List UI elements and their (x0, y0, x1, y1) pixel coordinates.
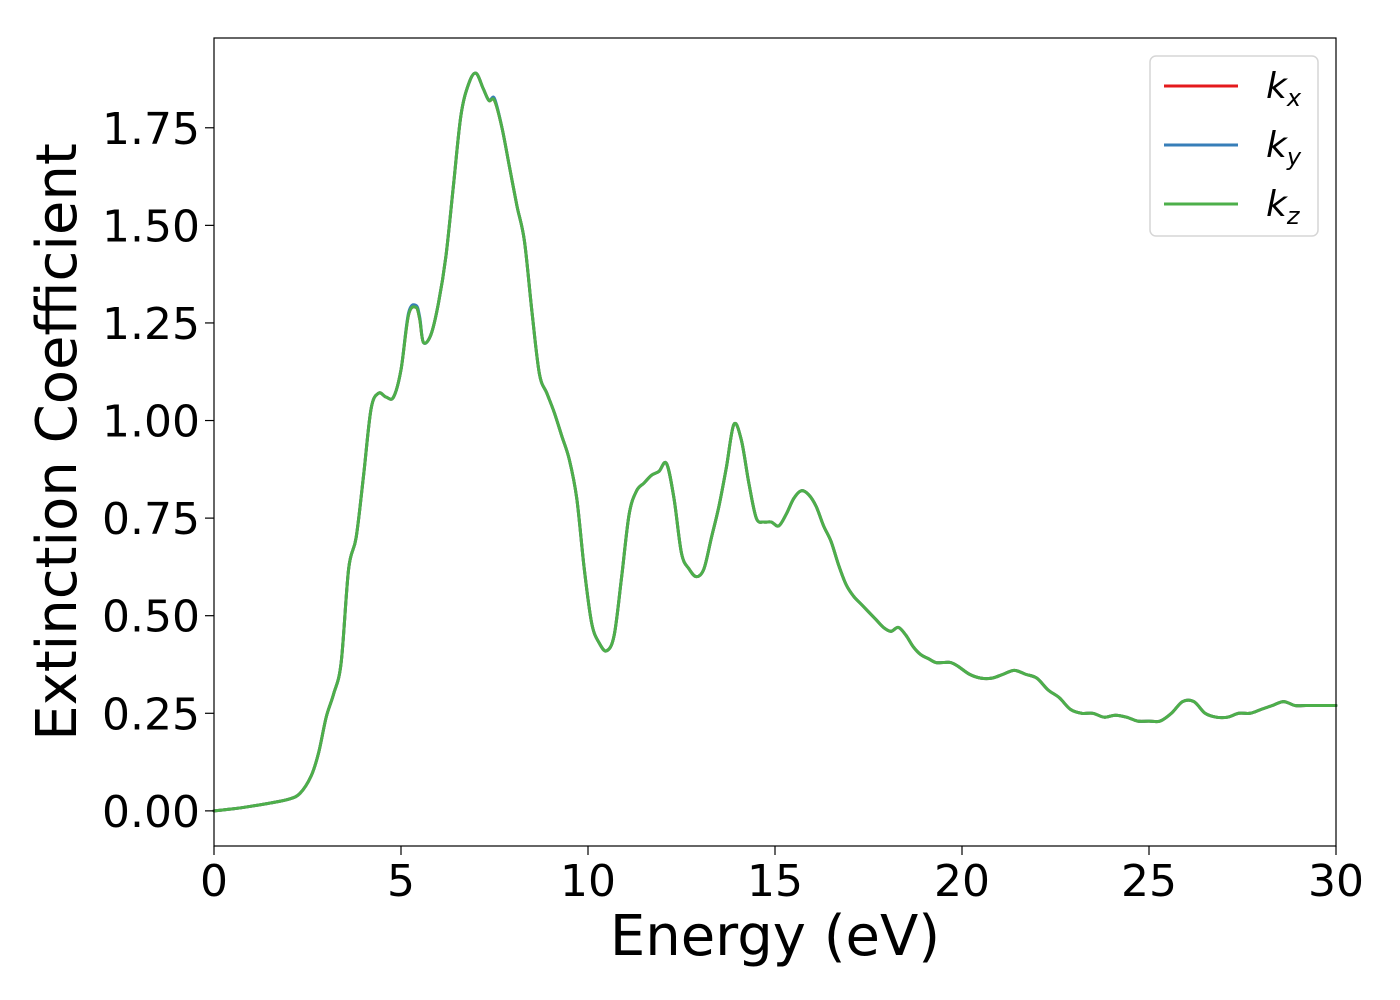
series-line-kz (212, 71, 1338, 813)
x-tick-label: 0 (200, 856, 228, 907)
y-tick-label: 1.00 (102, 397, 200, 448)
y-tick-label: 0.75 (102, 494, 200, 545)
y-axis-label: Extinction Coefficient (25, 143, 90, 741)
y-tick-label: 0.00 (102, 787, 200, 838)
y-tick-label: 0.50 (102, 592, 200, 643)
series-lines (212, 71, 1338, 813)
x-tick-label: 15 (747, 856, 803, 907)
x-tick-label: 10 (560, 856, 616, 907)
x-axis-ticks: 0 5 10 15 20 25 30 (200, 846, 1364, 907)
y-tick-label: 0.25 (102, 689, 200, 740)
x-tick-label: 25 (1121, 856, 1177, 907)
y-axis-ticks: 0.00 0.25 0.50 0.75 1.00 1.25 1.50 1.75 (102, 104, 214, 838)
x-tick-label: 5 (387, 856, 415, 907)
y-tick-label: 1.75 (102, 104, 200, 155)
y-tick-label: 1.50 (102, 201, 200, 252)
x-tick-label: 20 (934, 856, 990, 907)
x-axis-label: Energy (eV) (610, 904, 940, 969)
y-tick-label: 1.25 (102, 299, 200, 350)
x-tick-label: 30 (1308, 856, 1364, 907)
